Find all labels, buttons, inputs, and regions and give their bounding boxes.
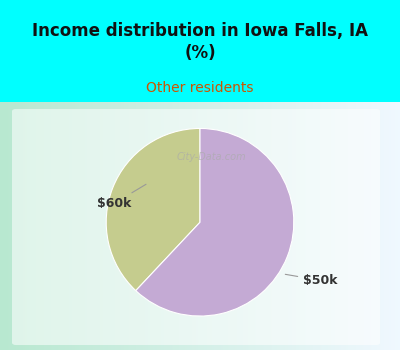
- Wedge shape: [106, 128, 200, 290]
- FancyBboxPatch shape: [12, 109, 380, 345]
- Text: City-Data.com: City-Data.com: [177, 152, 246, 162]
- Text: $50k: $50k: [285, 274, 338, 287]
- Text: Income distribution in Iowa Falls, IA
(%): Income distribution in Iowa Falls, IA (%…: [32, 22, 368, 62]
- Wedge shape: [136, 128, 294, 316]
- Text: Other residents: Other residents: [146, 82, 254, 96]
- Text: $60k: $60k: [97, 184, 146, 210]
